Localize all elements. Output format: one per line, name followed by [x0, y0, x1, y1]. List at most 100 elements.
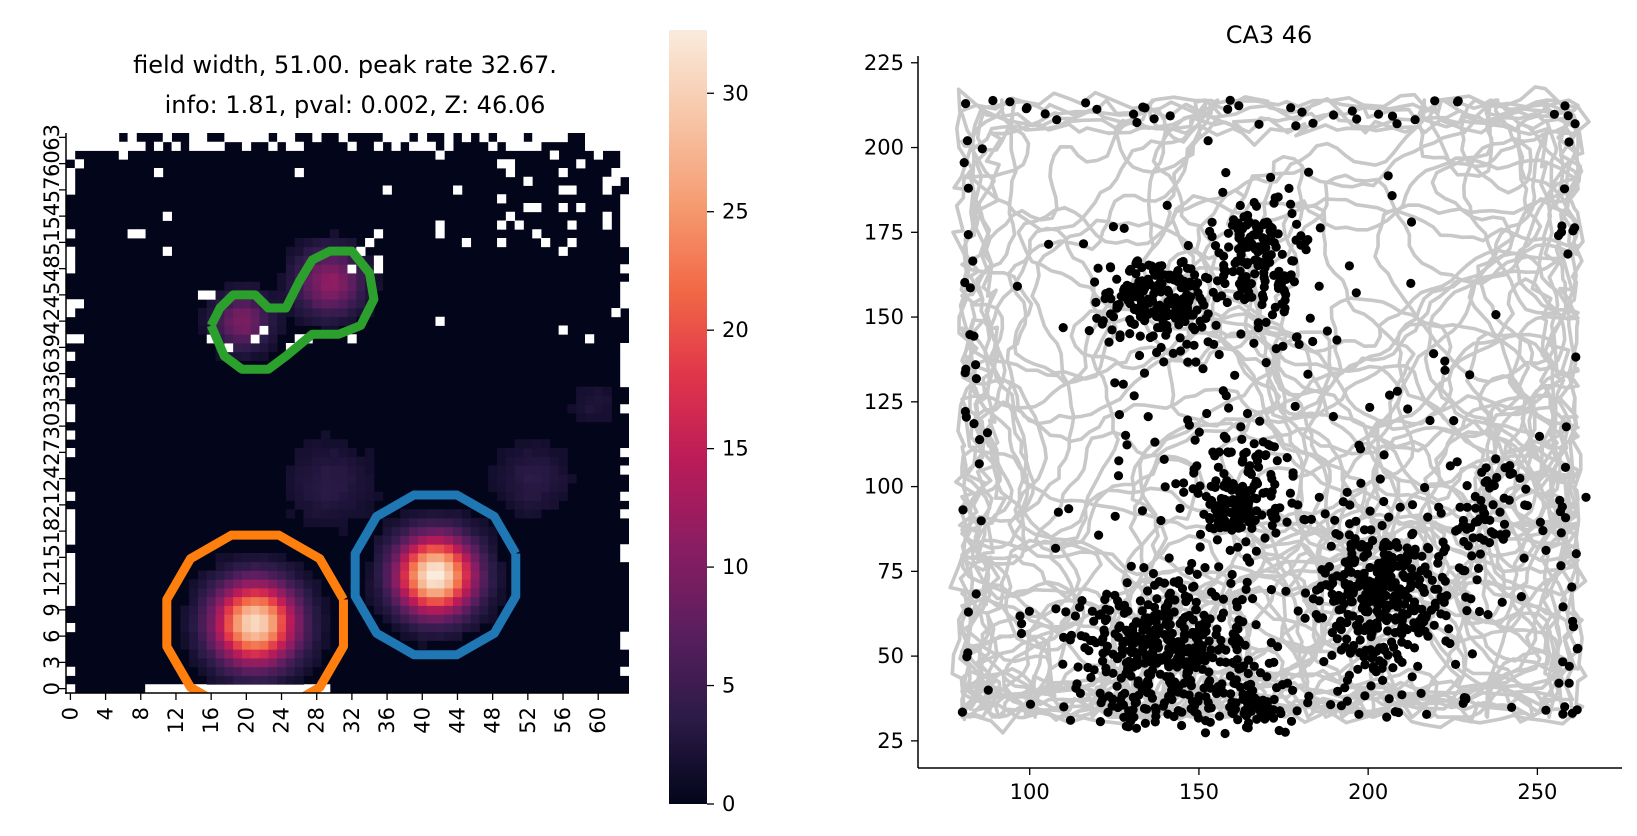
empty-bin [620, 264, 630, 274]
rate-bin [426, 544, 436, 554]
spike-point [1147, 665, 1158, 675]
spike-point [1462, 481, 1472, 491]
spike-point [1325, 581, 1335, 591]
spike-point [1571, 549, 1581, 559]
spike-point [1465, 370, 1475, 380]
colorbar-tick-label: 30 [722, 81, 749, 105]
rate-bin [285, 255, 296, 265]
empty-bin [66, 430, 76, 440]
spike-point [1327, 650, 1337, 661]
spike-point [1269, 657, 1279, 668]
rate-bin [417, 570, 428, 580]
empty-bin [505, 211, 516, 221]
rate-bin [259, 623, 269, 633]
empty-bin [497, 238, 507, 248]
trajectory-segment [948, 85, 1591, 735]
spike-point [1195, 293, 1205, 303]
rate-bin [224, 596, 234, 606]
spike-point [1366, 681, 1376, 691]
spike-point [1212, 535, 1222, 545]
rate-bin [321, 640, 331, 650]
rate-bin [391, 544, 401, 554]
spike-point [1203, 309, 1213, 319]
spike-point [983, 685, 993, 695]
rate-bin [241, 588, 252, 598]
empty-bin [620, 211, 630, 221]
empty-bin [585, 133, 595, 143]
spike-point [1224, 242, 1234, 252]
spike-point [1234, 244, 1244, 254]
empty-bin [558, 185, 568, 195]
spike-point [1071, 683, 1081, 693]
spike-point [1133, 256, 1143, 266]
rate-bin [338, 439, 348, 449]
rate-bin [277, 553, 287, 563]
rate-bin [312, 238, 322, 248]
rate-bin [206, 588, 216, 598]
rate-bin [453, 579, 463, 589]
rate-bin [329, 500, 340, 510]
rate-bin [435, 605, 445, 615]
spike-point [1286, 103, 1296, 113]
spike-point [1162, 200, 1172, 210]
spike-point [1117, 649, 1127, 659]
rate-bin [532, 500, 542, 510]
spike-point [1236, 422, 1246, 432]
y-tick-label: 6 [40, 629, 64, 642]
spike-point [1164, 553, 1174, 563]
spike-point [1373, 109, 1384, 119]
rate-bin [400, 631, 410, 641]
spike-point [1292, 706, 1302, 716]
rate-bin [373, 561, 384, 571]
spike-point [1187, 558, 1197, 569]
rate-bin [303, 588, 313, 598]
empty-bin [338, 133, 348, 143]
spike-point [1581, 492, 1591, 502]
rate-bin [461, 518, 472, 528]
spike-point [969, 419, 979, 429]
rate-bin [347, 299, 357, 309]
rate-bin [303, 281, 313, 291]
empty-bin [620, 150, 630, 160]
rate-bin [197, 640, 208, 650]
spike-point [1223, 447, 1233, 457]
spike-point [1234, 516, 1244, 526]
rate-bin [285, 579, 296, 589]
spike-point [1199, 300, 1209, 310]
spike-point [1467, 551, 1477, 561]
spike-point [1154, 577, 1164, 587]
rate-bin [180, 605, 190, 615]
spike-point [1129, 391, 1139, 401]
spike-point [1346, 539, 1356, 550]
rate-bin [259, 351, 269, 361]
empty-bin [285, 684, 296, 694]
rate-bin [417, 640, 428, 650]
scatter-y-tick-label: 175 [864, 220, 904, 244]
x-tick-label: 28 [305, 707, 329, 734]
empty-bin [391, 141, 401, 151]
spike-point [1230, 370, 1240, 380]
spike-point [1242, 577, 1252, 587]
spike-point [1556, 528, 1566, 538]
spike-point [1522, 501, 1532, 511]
empty-bin [593, 133, 604, 143]
spike-point [1278, 341, 1288, 351]
rate-bin [294, 299, 304, 309]
spike-point [1137, 506, 1147, 516]
spike-point [1308, 336, 1318, 347]
y-tick-label: 48 [40, 255, 64, 282]
spike-point [1115, 621, 1125, 631]
rate-bin [303, 631, 313, 641]
empty-bin [162, 211, 172, 221]
rate-bin [197, 631, 208, 641]
spike-point [1379, 450, 1389, 460]
spike-point [1300, 588, 1311, 598]
x-tick-label: 4 [94, 707, 118, 720]
spike-point [1251, 546, 1261, 556]
spike-point [1333, 686, 1343, 696]
empty-bin [549, 150, 560, 160]
rate-bin [224, 316, 234, 326]
spike-point [1089, 665, 1099, 675]
rate-bin [444, 605, 454, 615]
empty-bin [541, 238, 551, 248]
